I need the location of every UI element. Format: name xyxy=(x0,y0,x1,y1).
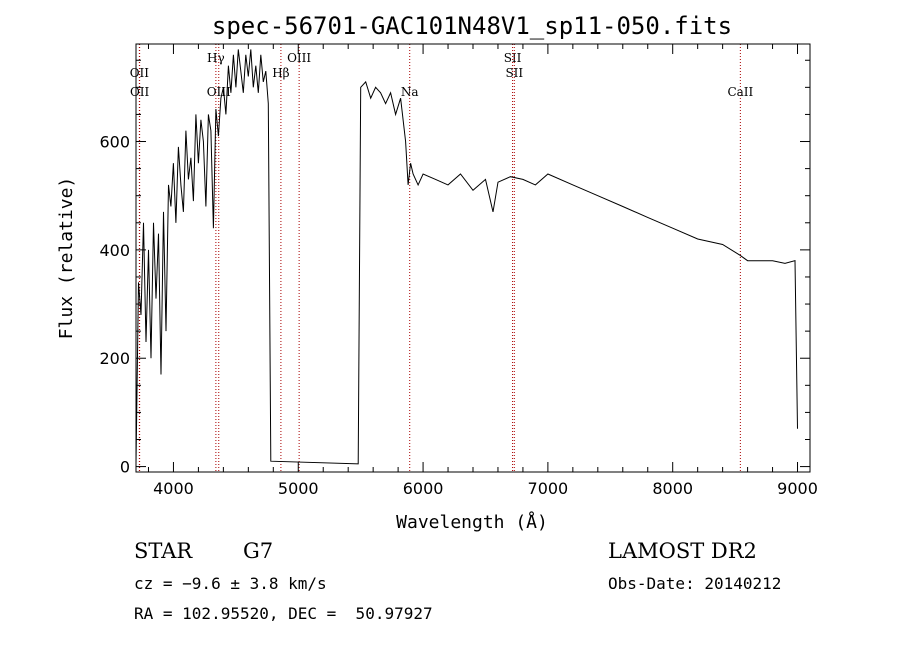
survey-name: LAMOST DR2 xyxy=(608,539,757,563)
coordinates-readout: RA = 102.95520, DEC = 50.97927 xyxy=(134,604,433,623)
y-axis: 0 200 400 600 xyxy=(99,59,810,477)
spectral-line-label: OIII xyxy=(287,51,311,65)
observation-date: Obs-Date: 20140212 xyxy=(608,574,782,593)
spectral-line-label: Hβ xyxy=(272,66,289,80)
x-tick-label: 6000 xyxy=(403,479,444,498)
spectral-line-label: OII xyxy=(130,85,150,99)
spectral-line-label: OIII xyxy=(207,85,231,99)
y-axis-label: Flux (relative) xyxy=(56,177,77,340)
object-subclass: G7 xyxy=(243,539,274,563)
plot-frame xyxy=(135,43,811,473)
redshift-readout: cz = −9.6 ± 3.8 km/s xyxy=(134,574,327,593)
x-tick-label: 8000 xyxy=(652,479,693,498)
spectral-line-label: OII xyxy=(130,66,150,80)
x-tick-label: 9000 xyxy=(777,479,818,498)
x-tick-label: 5000 xyxy=(278,479,319,498)
spectrum-series-line xyxy=(135,49,798,465)
x-axis-label: Wavelength (Å) xyxy=(396,511,548,533)
x-axis: 4000 5000 6000 7000 8000 9000 xyxy=(147,44,818,498)
y-tick-label: 400 xyxy=(99,241,130,260)
series-layer xyxy=(135,49,798,465)
y-tick-label: 200 xyxy=(99,349,130,368)
spectral-line-label: CaII xyxy=(727,85,753,99)
y-tick-label: 600 xyxy=(99,133,130,152)
x-tick-label: 7000 xyxy=(528,479,569,498)
spectral-line-label: SII xyxy=(505,66,523,80)
spectral-line-label: Hγ xyxy=(207,51,225,65)
spectral-line-label: SII xyxy=(504,51,522,65)
chart-title: spec-56701-GAC101N48V1_sp11-050.fits xyxy=(212,12,732,40)
object-class: STAR xyxy=(134,539,193,563)
x-tick-label: 4000 xyxy=(153,479,194,498)
y-tick-label: 0 xyxy=(120,458,130,477)
spectral-line-label: Na xyxy=(401,85,419,99)
